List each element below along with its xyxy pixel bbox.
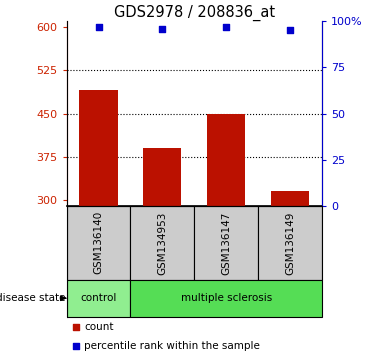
Bar xyxy=(130,206,194,280)
Bar xyxy=(143,148,181,206)
Bar xyxy=(130,280,322,317)
Point xyxy=(95,24,101,30)
Bar xyxy=(67,206,130,280)
Bar xyxy=(67,280,130,317)
Text: GSM136140: GSM136140 xyxy=(94,211,104,274)
Bar xyxy=(271,192,309,206)
Text: GSM136147: GSM136147 xyxy=(221,211,231,274)
Title: GDS2978 / 208836_at: GDS2978 / 208836_at xyxy=(114,5,275,21)
Text: multiple sclerosis: multiple sclerosis xyxy=(181,293,272,303)
Text: GSM134953: GSM134953 xyxy=(157,211,167,274)
Bar xyxy=(194,206,258,280)
Text: control: control xyxy=(80,293,117,303)
Bar xyxy=(258,206,322,280)
Text: disease state: disease state xyxy=(0,293,65,303)
Point xyxy=(287,28,293,33)
Point xyxy=(73,343,79,348)
Point xyxy=(223,24,229,30)
Point xyxy=(73,324,79,330)
Bar xyxy=(79,91,118,206)
Text: GSM136149: GSM136149 xyxy=(285,211,295,274)
Text: percentile rank within the sample: percentile rank within the sample xyxy=(84,341,260,350)
Point xyxy=(159,26,165,32)
Bar xyxy=(207,114,245,206)
Text: count: count xyxy=(84,322,114,332)
